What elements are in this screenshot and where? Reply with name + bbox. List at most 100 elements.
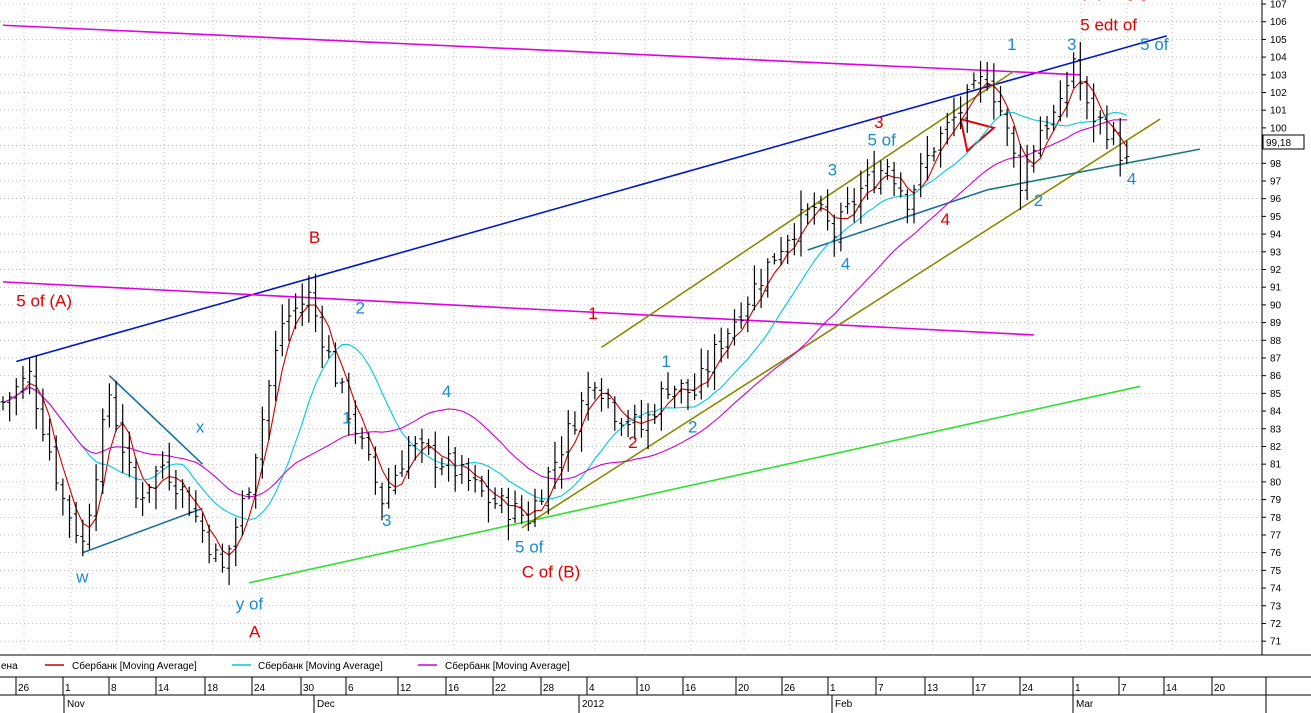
y-tick-label: 79: [1270, 495, 1282, 506]
y-tick-label: 87: [1270, 353, 1282, 364]
wave-label: 3: [874, 113, 883, 132]
x-tick-label: 20: [1214, 683, 1226, 694]
x-tick-label: 16: [448, 683, 460, 694]
y-tick-label: 91: [1270, 283, 1282, 294]
wave-label: 5 of (A): [16, 292, 72, 311]
trendline-teal-line-wave4: [987, 148, 1201, 191]
month-label: Dec: [317, 699, 335, 710]
x-tick-label: 30: [303, 683, 315, 694]
y-tick-label: 89: [1270, 318, 1282, 329]
x-tick-label: 13: [927, 683, 939, 694]
month-label: Mar: [1076, 699, 1094, 710]
wave-label: 2: [1034, 191, 1043, 210]
x-tick-label: 26: [784, 683, 796, 694]
trendline-teal-triangle-upper: [108, 375, 204, 465]
wave-label: 4: [841, 254, 850, 273]
y-tick-label: 95: [1270, 212, 1282, 223]
wave-label: 5 edt of: [1080, 16, 1137, 35]
y-tick-label: 98: [1270, 159, 1282, 170]
y-tick-label: 92: [1270, 265, 1282, 276]
x-tick-label: 14: [1166, 683, 1178, 694]
wave-label: 2: [628, 433, 637, 452]
price-axis[interactable]: 71 72 73 74 75 76 77 78 79 80 81 82 83 84 85 86 87 88 89 90…: [1261, 0, 1311, 655]
trendline-teal-line-4: [807, 189, 988, 251]
wave-label: 4: [941, 210, 950, 229]
moving-average-lines: [2, 81, 1128, 556]
wave-label: 5 of: [1140, 35, 1169, 54]
y-tick-label: 84: [1270, 407, 1282, 418]
x-tick-label: 7: [878, 683, 884, 694]
x-tick-label: 18: [207, 683, 219, 694]
y-tick-label: 103: [1270, 70, 1287, 81]
y-tick-label: 101: [1270, 106, 1287, 117]
legend-entry-ma-magenta: Сбербанк [Moving Average]: [445, 660, 570, 672]
wave-label: 1: [661, 352, 670, 371]
x-tick-label: 12: [400, 683, 412, 694]
wave-label: 5 of: [868, 131, 897, 150]
y-tick-label: 74: [1270, 584, 1282, 595]
trend-lines: [2, 24, 1201, 584]
x-tick-label: 6: [348, 683, 354, 694]
legend: ена Сбербанк [Moving Average] Сбербанк […: [0, 654, 1311, 677]
wave-label: A: [249, 623, 261, 642]
y-tick-label: 72: [1270, 619, 1282, 630]
trendline-olive-channel-lower: [521, 118, 1161, 529]
last-price-box: [1262, 134, 1305, 150]
wave-label: y of: [236, 594, 264, 613]
last-price-label: 99,18: [1266, 138, 1291, 149]
y-tick-label: 76: [1270, 548, 1282, 559]
wave-label: 1: [1007, 35, 1016, 54]
x-tick-label: 7: [1121, 683, 1127, 694]
y-tick-label: 73: [1270, 601, 1282, 612]
x-tick-label: 4: [589, 683, 595, 694]
y-tick-label: 106: [1270, 17, 1287, 28]
wave-triangle-marker: [959, 118, 996, 153]
y-tick-label: 102: [1270, 88, 1287, 99]
trendline-magenta-middle: [2, 281, 1034, 336]
trendline-blue-resistance: [16, 35, 1167, 363]
x-tick-label: 24: [1022, 683, 1034, 694]
x-tick-label: 26: [18, 683, 30, 694]
x-tick-label: 1: [1075, 683, 1081, 694]
wave-label: x: [196, 417, 205, 436]
y-tick-label: 83: [1270, 424, 1282, 435]
y-tick-label: 93: [1270, 247, 1282, 258]
y-tick-label: 85: [1270, 389, 1282, 400]
wave-label: 1: [342, 408, 351, 427]
x-tick-label: 1: [65, 683, 71, 694]
y-tick-label: 77: [1270, 530, 1282, 541]
y-tick-label: 90: [1270, 300, 1282, 311]
y-tick-label: 75: [1270, 566, 1282, 577]
x-tick-label: 16: [685, 683, 697, 694]
x-tick-label: 8: [111, 683, 117, 694]
time-axis[interactable]: 26 1 8 14 18 24 30 6 12 16 22 28 4 10 16 20 26 1 7 13 17 24 1 7…: [0, 676, 1311, 713]
wave-label: 5 of: [515, 538, 544, 557]
moving-average-line-1: [2, 81, 1128, 556]
x-tick-label: 24: [254, 683, 266, 694]
legend-entry-ma-cyan: Сбербанк [Moving Average]: [258, 660, 383, 672]
moving-average-line-2: [2, 111, 1128, 521]
y-tick-label: 88: [1270, 336, 1282, 347]
y-tick-label: 96: [1270, 194, 1282, 205]
x-tick-label: 22: [495, 683, 507, 694]
y-tick-label: 78: [1270, 513, 1282, 524]
wave-label: 3: [828, 161, 837, 180]
trendline-magenta-upper: [2, 24, 1081, 76]
wave-label: 4: [442, 382, 451, 401]
wave-label: 2: [688, 417, 697, 436]
y-tick-label: 82: [1270, 442, 1282, 453]
y-tick-label: 80: [1270, 477, 1282, 488]
y-tick-label: 100: [1270, 123, 1287, 134]
trendline-green-support: [248, 385, 1141, 584]
legend-entry-ma-red: Сбербанк [Moving Average]: [72, 660, 197, 672]
x-tick-label: 1: [830, 683, 836, 694]
y-tick-label: 105: [1270, 35, 1287, 46]
y-tick-label: 71: [1270, 637, 1282, 648]
month-label: Nov: [67, 699, 85, 710]
wave-label: C of (B): [522, 562, 581, 581]
x-tick-label: 28: [543, 683, 555, 694]
x-tick-label: 10: [639, 683, 651, 694]
